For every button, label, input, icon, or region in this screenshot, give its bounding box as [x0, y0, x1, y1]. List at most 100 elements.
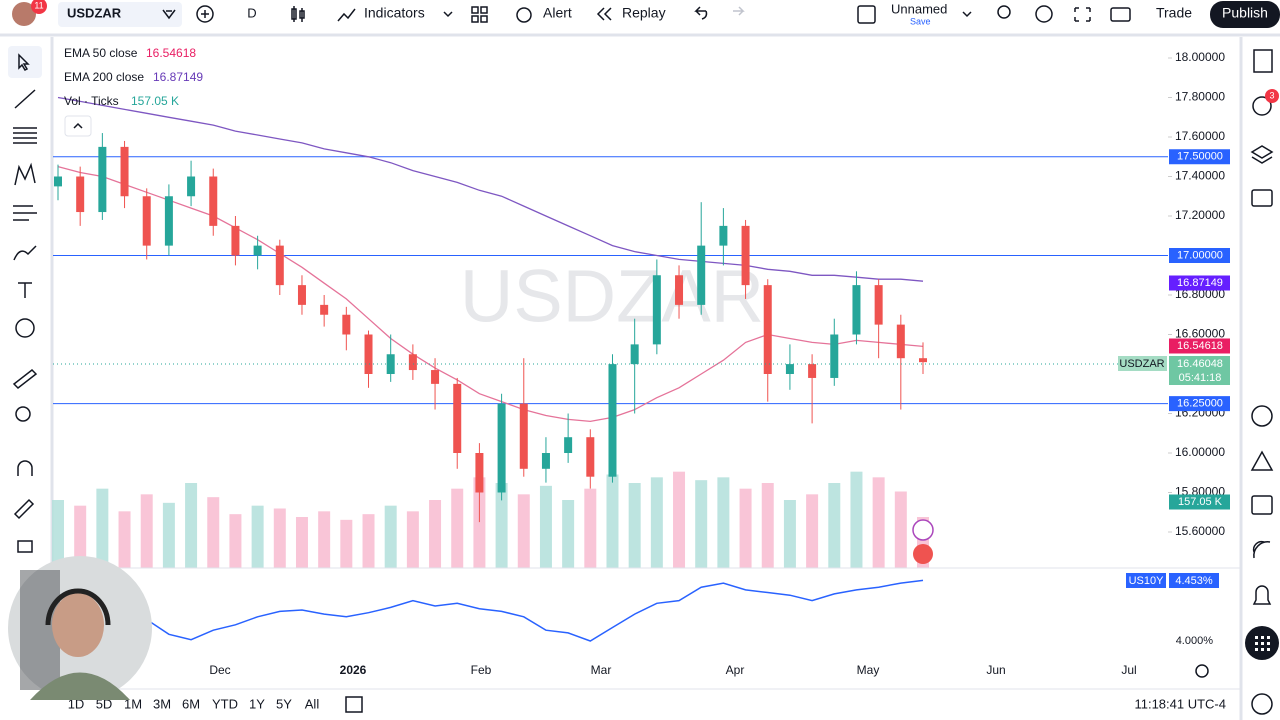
publish-bg[interactable]: [1210, 1, 1280, 28]
avatar[interactable]: [12, 2, 36, 26]
candle-body: [453, 383, 462, 453]
fib-tool[interactable]: [13, 127, 37, 144]
candle-body: [120, 146, 129, 197]
candle-body: [297, 285, 306, 305]
notifications-icon[interactable]: [1252, 585, 1272, 605]
snapshot-icon[interactable]: [1110, 7, 1131, 22]
text-tool[interactable]: [18, 282, 32, 298]
compare-icon[interactable]: [162, 9, 176, 20]
candle-body: [808, 364, 817, 378]
range-button[interactable]: 6M: [182, 696, 200, 711]
undo-icon[interactable]: [694, 6, 708, 20]
range-button[interactable]: 3M: [153, 696, 171, 711]
settings-icon[interactable]: [1035, 5, 1053, 23]
candle-body: [719, 225, 728, 246]
candle-body: [874, 285, 883, 325]
range-button[interactable]: All: [305, 696, 320, 711]
brush-tool[interactable]: [13, 245, 37, 261]
collapse-legend[interactable]: [64, 115, 92, 137]
candle-body: [253, 245, 262, 256]
redo-icon[interactable]: [733, 6, 745, 16]
alert-icon[interactable]: [516, 7, 532, 23]
trade-button[interactable]: Trade: [1156, 5, 1192, 21]
stream-icon[interactable]: [1252, 540, 1271, 559]
volume-bar: [140, 494, 153, 568]
range-button[interactable]: YTD: [212, 696, 238, 711]
lock-tool[interactable]: [17, 540, 33, 553]
fullscreen-icon[interactable]: [1074, 7, 1091, 22]
watchlist-icon[interactable]: [1253, 49, 1273, 73]
price-tick-label: 17.20000: [1175, 208, 1225, 222]
save-label[interactable]: Save: [910, 16, 931, 26]
target-icon[interactable]: [1251, 405, 1273, 427]
magnet-tool[interactable]: [17, 460, 33, 476]
time-axis-label: Jul: [1121, 663, 1136, 677]
layout-chevron[interactable]: [962, 11, 972, 18]
forecast-tool[interactable]: [13, 205, 37, 221]
chat-icon[interactable]: [1251, 189, 1273, 207]
date-range-icon[interactable]: [345, 696, 363, 713]
replay-icon[interactable]: [596, 7, 612, 21]
range-button[interactable]: 1D: [68, 696, 85, 711]
symbol-search[interactable]: [58, 2, 182, 27]
range-button[interactable]: 5Y: [276, 696, 292, 711]
volume-bar: [162, 502, 175, 568]
range-button[interactable]: 1Y: [249, 696, 265, 711]
level-label-bg: [1169, 248, 1230, 263]
add-icon[interactable]: [196, 5, 214, 23]
pattern-tool[interactable]: [14, 162, 36, 186]
templates-icon[interactable]: [471, 6, 488, 23]
economic-event[interactable]: [913, 544, 933, 564]
ideas-icon[interactable]: [1250, 450, 1274, 471]
alerts-icon[interactable]: [1252, 96, 1272, 116]
edit-tool[interactable]: [13, 498, 35, 520]
chevron[interactable]: [443, 11, 453, 18]
alert-button[interactable]: Alert: [543, 5, 572, 21]
event-icon[interactable]: [912, 519, 934, 541]
chart-pane: USDZAR 18.00000 17.80000 17.60000 17.40000 17…: [52, 50, 1230, 677]
price-tick-label: 18.00000: [1175, 50, 1225, 64]
volume-bar: [717, 477, 730, 568]
range-button[interactable]: 5D: [96, 696, 113, 711]
candle-body: [519, 403, 528, 469]
replay-button[interactable]: Replay: [622, 5, 666, 21]
range-button[interactable]: 1M: [124, 696, 142, 711]
collapse-chevron: [73, 122, 83, 129]
candle-body: [675, 275, 684, 305]
candle-body: [431, 370, 440, 384]
help-icon[interactable]: [1251, 693, 1273, 715]
ruler-tool[interactable]: [12, 369, 38, 389]
volume-bar: [229, 514, 242, 568]
webcam-headset: [45, 588, 111, 626]
badge-count: 11: [34, 0, 43, 10]
zoom-tool[interactable]: [15, 406, 31, 422]
candle-body: [919, 358, 927, 363]
ema50-value: 16.54618: [146, 46, 196, 60]
volume-bar: [828, 483, 841, 568]
symbol-badge-bg: [1118, 356, 1167, 371]
symbol[interactable]: USDZAR: [67, 5, 122, 20]
layout-name[interactable]: Unnamed: [891, 1, 947, 16]
volume-bar: [562, 500, 575, 568]
ema200-line: [57, 96, 924, 282]
volume-bar: [251, 505, 264, 568]
interval[interactable]: D: [247, 5, 256, 20]
cursor-tool[interactable]: [18, 53, 30, 71]
publish-button[interactable]: Publish: [1222, 5, 1268, 21]
indicators-button[interactable]: Indicators: [364, 5, 425, 21]
ema200-value: 16.87149: [153, 70, 203, 84]
chart-type-icon[interactable]: [291, 6, 305, 22]
level-label: 16.25000: [1177, 398, 1223, 410]
layers-icon[interactable]: [1250, 145, 1274, 164]
calendar-icon[interactable]: [1251, 495, 1273, 515]
axis-settings[interactable]: [1195, 664, 1209, 678]
emoji-tool[interactable]: [15, 318, 35, 338]
candle-body: [608, 364, 617, 477]
volume-bar: [473, 477, 486, 568]
volume-badge-bg: [1169, 494, 1230, 510]
trend-tool[interactable]: [14, 89, 36, 109]
search-icon[interactable]: [997, 5, 1011, 19]
layout-checkbox[interactable]: [857, 5, 876, 24]
indicators-icon[interactable]: [337, 8, 356, 22]
time-axis-label: Jun: [986, 663, 1005, 677]
